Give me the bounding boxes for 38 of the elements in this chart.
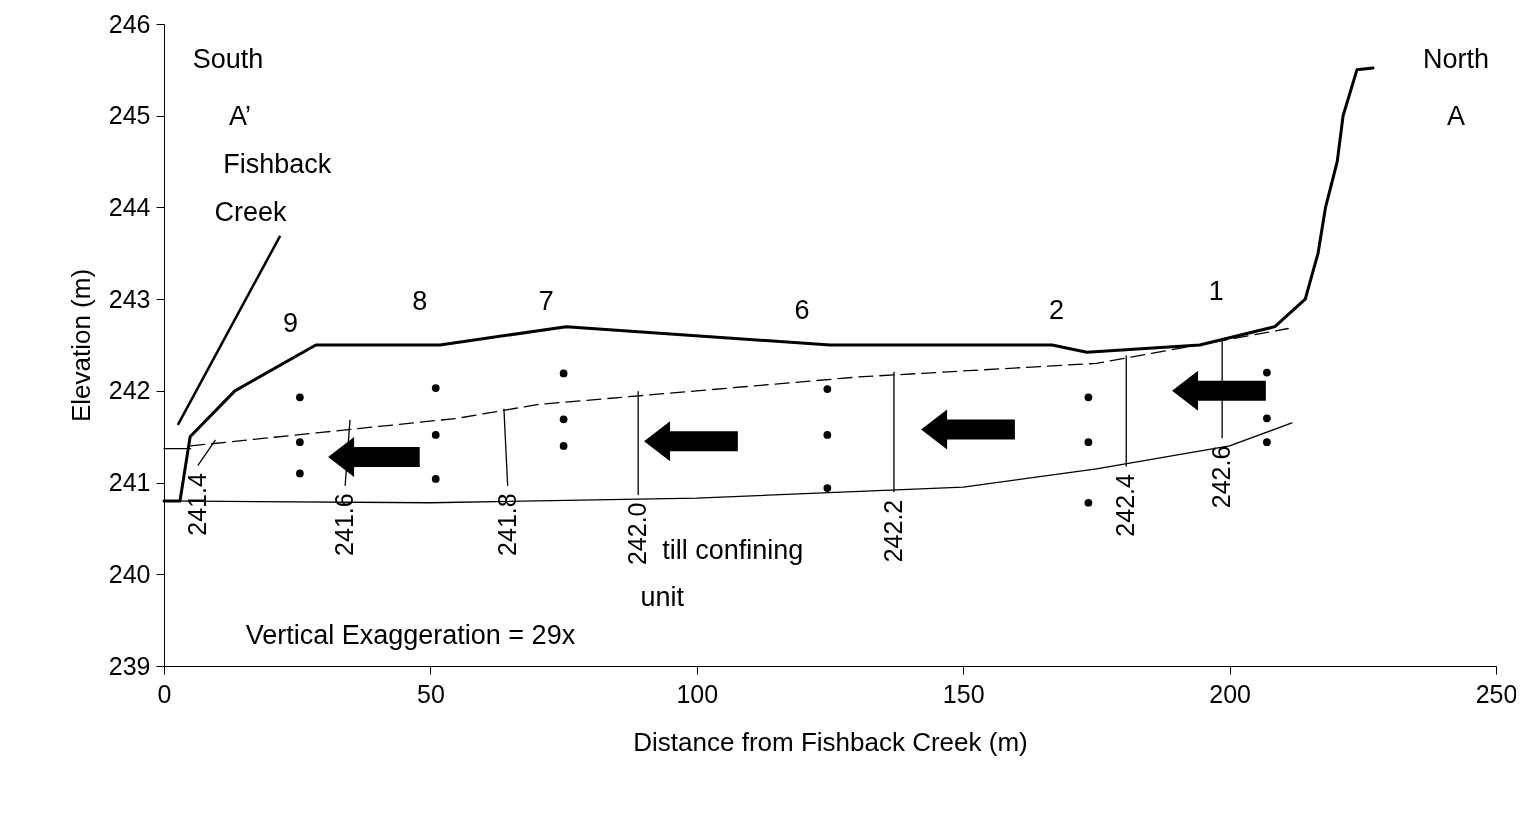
annotation: North: [1423, 43, 1490, 74]
y-tick-label: 239: [108, 651, 151, 680]
y-tick-label: 241: [108, 468, 151, 497]
y-tick-label: 244: [108, 192, 151, 221]
y-tick-label: 242: [108, 376, 151, 405]
text: 242.6: [1207, 445, 1236, 509]
x-axis-title: Distance from Fishback Creek (m): [633, 726, 1028, 757]
annotation: A: [1447, 101, 1466, 132]
text: 241.4: [183, 473, 212, 536]
legend-label: 241.6: [330, 493, 359, 556]
annotation: till confining: [662, 535, 804, 566]
x-tick-label: 0: [157, 679, 172, 708]
x-tick-label: 100: [676, 679, 719, 708]
annotation: Creek: [214, 196, 288, 227]
text: 242.4: [1111, 473, 1140, 537]
x-tick-label: 250: [1475, 679, 1518, 708]
annotation: 9: [283, 307, 299, 338]
y-tick-label: 246: [108, 9, 151, 38]
annotation: Fishback: [223, 149, 332, 180]
y-tick-label: 245: [108, 101, 151, 130]
y-axis-title: Elevation (m): [65, 268, 96, 423]
x-tick-label: 200: [1209, 679, 1251, 708]
annotation: unit: [640, 581, 685, 612]
annotation: South: [192, 43, 264, 74]
x-tick-label: 50: [416, 679, 445, 708]
annotation: 8: [412, 285, 428, 316]
annotation: 6: [794, 294, 810, 325]
annotation: Vertical Exaggeration = 29x: [245, 619, 576, 650]
annotation: 7: [538, 285, 554, 316]
text: 241.8: [492, 493, 521, 556]
annotation: A’: [228, 101, 251, 132]
text: 242.2: [878, 499, 907, 563]
y-tick-label: 240: [108, 559, 151, 588]
y-tick-label: 243: [108, 284, 151, 313]
x-tick-label: 150: [942, 679, 985, 708]
text: 242.0: [623, 502, 652, 566]
annotation: 1: [1208, 275, 1224, 306]
annotation: 2: [1048, 294, 1064, 325]
